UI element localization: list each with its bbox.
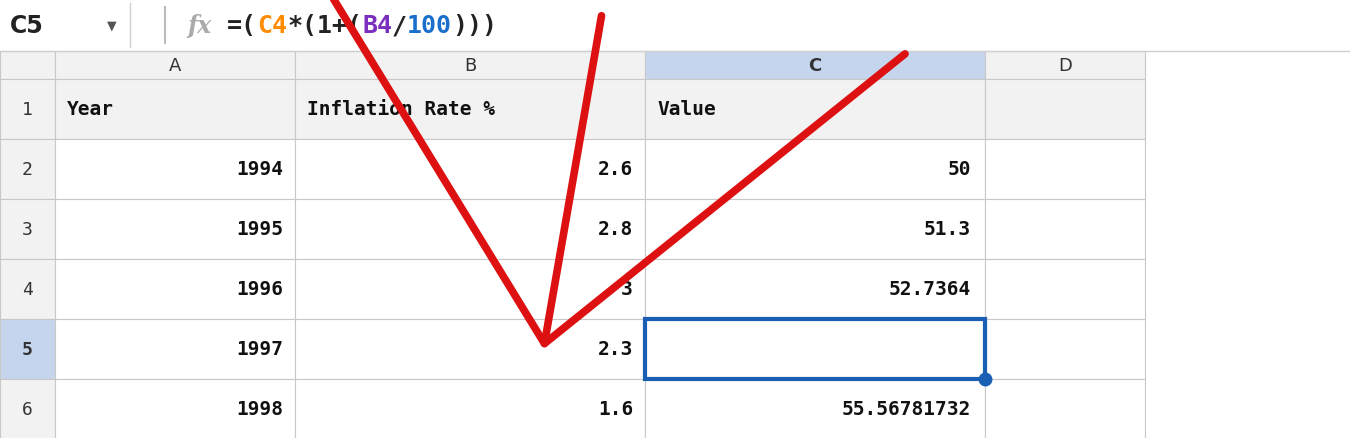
Text: 3: 3: [621, 280, 633, 299]
Bar: [645, 379, 986, 438]
Bar: [986, 200, 1145, 259]
Bar: [296, 200, 645, 259]
Bar: [645, 319, 986, 379]
Bar: [296, 259, 645, 319]
Bar: [0, 379, 55, 438]
Text: B: B: [464, 57, 477, 75]
Bar: [0, 0, 130, 52]
Bar: [55, 52, 296, 80]
Text: 54.318492: 54.318492: [865, 340, 971, 359]
Text: D: D: [1058, 57, 1072, 75]
Bar: [0, 200, 55, 259]
Text: *(1+(: *(1+(: [288, 14, 362, 38]
Bar: [986, 319, 1145, 379]
Text: ▼: ▼: [107, 19, 117, 32]
Text: A: A: [169, 57, 181, 75]
Bar: [0, 140, 55, 200]
Bar: [55, 80, 296, 140]
Bar: [986, 259, 1145, 319]
Text: 51.3: 51.3: [923, 220, 971, 239]
Text: 3: 3: [22, 220, 32, 238]
Bar: [986, 379, 1145, 438]
Bar: [645, 80, 986, 140]
Bar: [645, 52, 986, 80]
Text: 1997: 1997: [236, 340, 284, 359]
Bar: [55, 259, 296, 319]
Text: 2.3: 2.3: [598, 340, 633, 359]
Bar: [0, 0, 1350, 52]
Text: 2.8: 2.8: [598, 220, 633, 239]
Text: 1: 1: [22, 101, 32, 119]
Bar: [296, 140, 645, 200]
Text: C5: C5: [9, 14, 43, 38]
Text: 52.7364: 52.7364: [888, 280, 971, 299]
Text: B4: B4: [362, 14, 391, 38]
Bar: [0, 259, 55, 319]
Text: C: C: [809, 57, 822, 75]
Text: Value: Value: [657, 100, 716, 119]
Text: C4: C4: [256, 14, 288, 38]
Bar: [645, 319, 986, 379]
Text: 1996: 1996: [236, 280, 284, 299]
Text: 4: 4: [22, 280, 32, 298]
Text: 6: 6: [22, 400, 32, 418]
Text: 1.6: 1.6: [598, 399, 633, 419]
Bar: [645, 259, 986, 319]
Text: ))): ))): [452, 14, 497, 38]
Bar: [296, 319, 645, 379]
Text: Year: Year: [68, 100, 113, 119]
Bar: [55, 379, 296, 438]
Text: 2.6: 2.6: [598, 160, 633, 179]
Bar: [986, 80, 1145, 140]
Bar: [986, 140, 1145, 200]
Text: Inflation Rate %: Inflation Rate %: [306, 100, 495, 119]
Text: /: /: [392, 14, 406, 38]
Bar: [296, 52, 645, 80]
Text: 1998: 1998: [236, 399, 284, 419]
Text: 1994: 1994: [236, 160, 284, 179]
Bar: [296, 379, 645, 438]
Text: fx: fx: [188, 14, 211, 38]
Text: 1995: 1995: [236, 220, 284, 239]
Bar: [0, 52, 55, 80]
Bar: [55, 140, 296, 200]
Bar: [986, 52, 1145, 80]
Text: 2: 2: [22, 161, 32, 179]
Text: 100: 100: [406, 14, 452, 38]
Bar: [0, 80, 55, 140]
Bar: [645, 140, 986, 200]
Bar: [0, 319, 55, 379]
Text: =(: =(: [227, 14, 256, 38]
Bar: [55, 200, 296, 259]
Text: 55.56781732: 55.56781732: [842, 399, 971, 419]
Text: 50: 50: [948, 160, 971, 179]
Bar: [55, 319, 296, 379]
Bar: [296, 80, 645, 140]
Bar: [645, 200, 986, 259]
Text: 5: 5: [22, 340, 32, 358]
